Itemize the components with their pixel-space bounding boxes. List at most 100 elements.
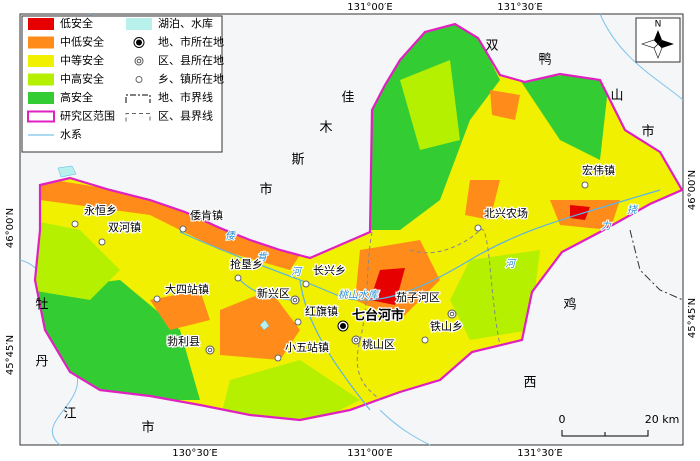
place-label: 长兴乡 [313,264,346,277]
county-inner [207,347,213,353]
city-dot [340,323,346,329]
scale-bar: 0 20 km [559,413,680,437]
region-label: 丹 [35,355,48,370]
lake [259,319,270,331]
town-marker [274,354,282,362]
county-marker [290,295,300,305]
region-label: 斯 [291,153,304,168]
county-marker [134,56,144,66]
region-label: 鸡 [563,297,576,313]
place-label: 倭肯镇 [190,208,223,222]
scale-start: 0 [559,413,566,426]
county-inner [449,311,455,317]
county-marker [351,335,361,345]
legend-label: 区、县界线 [158,109,213,123]
region-label: 佳 [341,91,354,106]
region-label: 木 [319,121,332,136]
lake [57,165,77,178]
region-label: 双 [485,39,498,54]
legend-label: 中等安全 [60,53,104,67]
legend-label: 中低安全 [60,35,104,49]
county-inner [353,337,359,343]
county-marker [447,309,457,319]
region-label: 西 [523,376,536,391]
coordinate-label: 131°00′E [347,448,392,459]
compass-label: N [655,20,662,30]
place-label: 红旗镇 [305,304,338,318]
place-label: 茄子河区 [396,290,440,304]
coordinate-label: 130°30′E [172,448,217,459]
place-label: 铁山乡 [430,320,463,333]
region-label: 牡 [35,298,48,313]
water-label: 桃山水库 [338,289,380,301]
place-label: 北兴农场 [484,206,528,220]
place-label: 桃山区 [362,337,395,351]
region-label: 市 [641,124,654,140]
town-marker [294,318,302,326]
legend-label: 乡、镇所在地 [158,72,224,86]
legend-box [21,15,223,153]
legend-label: 地、市界线 [158,90,213,104]
town-marker [234,274,242,282]
legend-label: 中高安全 [60,72,104,86]
town-marker [135,76,143,83]
legend-label: 高安全 [60,90,93,104]
legend-label: 湖泊、水库 [158,17,213,30]
legend-swatch [28,73,54,86]
legend-label: 低安全 [60,16,93,30]
legend-swatch [125,94,151,103]
water-label: 肯 [257,251,268,263]
county-marker [205,345,215,355]
place-label: 双河镇 [108,220,141,234]
town-marker [474,224,482,232]
place-label: 永恒乡 [84,203,117,217]
region-label: 市 [141,420,154,436]
legend-swatch [126,18,152,30]
town-marker [421,336,429,344]
coordinate-label: 131°30′E [497,2,542,13]
coordinate-label: 45°45′N [687,298,698,338]
town-marker [179,225,187,233]
place-label: 七台河市 [352,308,404,324]
region-label: 江 [63,407,76,422]
place-label: 宏伟镇 [582,163,615,177]
town-marker [153,295,161,303]
legend-label: 研究区范围 [60,109,115,123]
coordinate-label: 46°00′N [687,170,698,210]
region-label: 市 [259,182,272,198]
town-marker [302,280,310,288]
coordinate-label: 131°00′E [347,2,392,13]
water-label: 河 [505,258,517,270]
place-label: 勃利县 [167,335,200,348]
legend-swatch [28,36,54,49]
water-label: 挠 [627,204,638,216]
compass: N [635,17,681,63]
legend-label: 地、市所在地 [158,35,224,49]
place-label: 大四站镇 [165,282,209,296]
water-label: 河 [291,266,303,278]
region-label: 鸭 [538,53,551,68]
county-inner [292,297,298,303]
water-label: 力 [601,220,612,232]
legend-swatch [125,113,151,122]
legend-swatch [28,55,54,67]
town-marker [98,238,106,246]
coordinate-label: 131°30′E [517,448,562,459]
legend-swatch [28,18,54,30]
town-marker [581,181,589,189]
place-label: 小五站镇 [285,340,329,354]
region-label: 山 [610,89,623,104]
water-label: 倭 [225,230,237,242]
scale-end: 20 km [645,413,680,426]
place-label: 新兴区 [257,286,290,300]
legend-label: 区、县所在地 [158,54,224,67]
coordinate-label: 46°00′N [5,208,16,248]
legend-swatch [27,110,55,123]
place-label: 抢垦乡 [230,257,263,271]
town-marker [71,220,79,228]
city-dot [136,39,142,46]
coordinate-label: 45°45′N [5,335,16,375]
legend-label: 水系 [60,128,82,141]
